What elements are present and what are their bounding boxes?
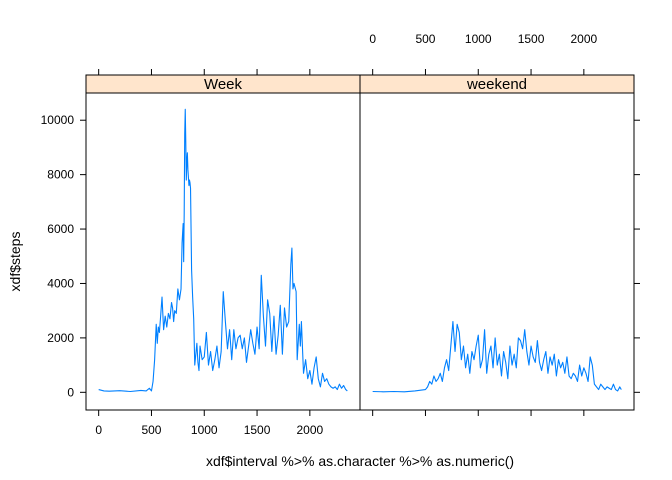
x-tick-label: 2000 bbox=[296, 423, 323, 437]
series-line-weekend bbox=[372, 321, 622, 393]
x-tick-label-top: 1000 bbox=[465, 32, 492, 46]
x-tick-label: 1500 bbox=[244, 423, 271, 437]
y-tick-label: 6000 bbox=[47, 222, 74, 236]
y-tick-label: 8000 bbox=[47, 168, 74, 182]
strip-label-weekend: weekend bbox=[466, 76, 527, 93]
panels-layer: Week weekend bbox=[85, 74, 635, 411]
y-axis-title: xdf$steps bbox=[7, 232, 23, 292]
x-tick-label-top: 500 bbox=[415, 32, 435, 46]
strip-week bbox=[86, 75, 360, 93]
x-tick-label: 0 bbox=[95, 423, 102, 437]
y-tick-label: 4000 bbox=[47, 276, 74, 290]
panel-border-weekend bbox=[359, 74, 635, 411]
series-line-week bbox=[98, 108, 348, 393]
x-tick-label: 1000 bbox=[191, 423, 218, 437]
x-tick-label: 500 bbox=[141, 423, 161, 437]
x-tick-label-top: 0 bbox=[369, 32, 376, 46]
x-tick-label-top: 1500 bbox=[518, 32, 545, 46]
y-tick-label: 10000 bbox=[41, 113, 75, 127]
x-axis-title: xdf$interval %>% as.character %>% as.num… bbox=[206, 453, 514, 469]
panel-border-week bbox=[85, 74, 361, 411]
y-tick-label: 0 bbox=[67, 385, 74, 399]
strip-label-week: Week bbox=[204, 76, 243, 93]
x-tick-label-top: 2000 bbox=[570, 32, 597, 46]
y-tick-label: 2000 bbox=[47, 331, 74, 345]
axes-layer: 0 500 1000 1500 2000 0 500 1000 1500 2000 0 2000 400… bbox=[41, 32, 640, 437]
strip-weekend bbox=[360, 75, 634, 93]
